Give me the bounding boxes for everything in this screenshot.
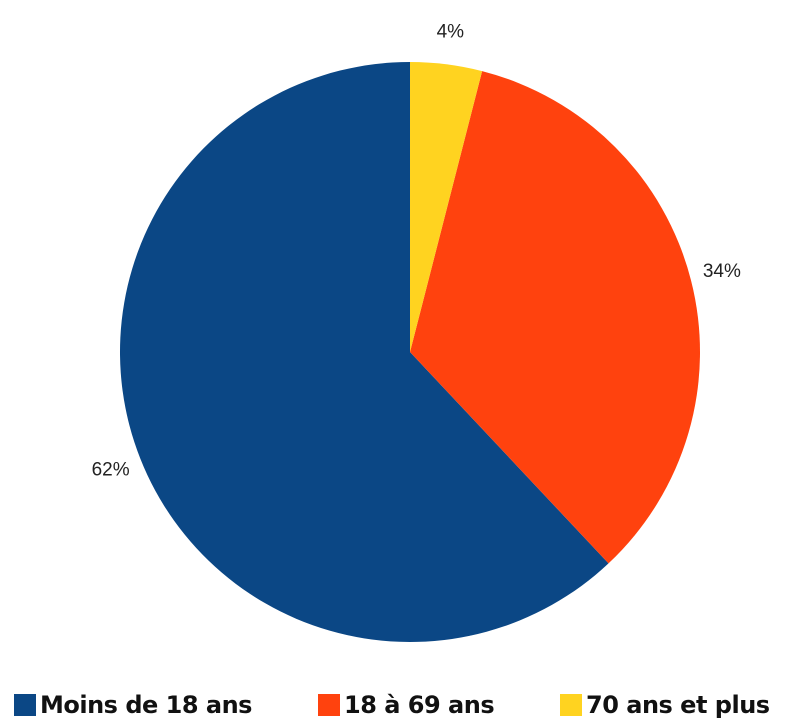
value-label: 4% — [437, 22, 465, 43]
legend-swatch — [560, 694, 582, 716]
pie-slice — [120, 62, 609, 642]
value-label: 34% — [703, 261, 741, 282]
pie-slice — [410, 71, 701, 564]
value-label: 62% — [92, 460, 130, 481]
legend-label: 18 à 69 ans — [344, 691, 494, 719]
legend-swatch — [14, 694, 36, 716]
legend-label: Moins de 18 ans — [40, 691, 252, 719]
legend-swatch — [318, 694, 340, 716]
legend-label: 70 ans et plus — [586, 691, 770, 719]
pie-slice — [410, 62, 483, 352]
